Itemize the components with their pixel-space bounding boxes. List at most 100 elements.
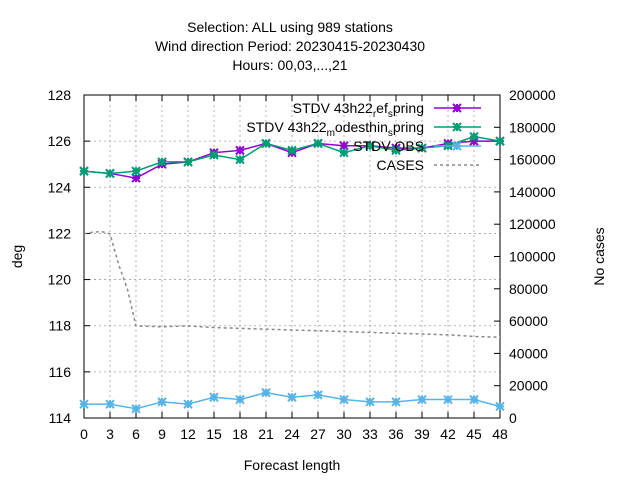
legend-swatch-marker (452, 122, 462, 132)
data-point-1 (79, 166, 89, 176)
y2-tick-label: 0 (509, 410, 517, 426)
data-point-2 (183, 399, 193, 409)
x-axis-ticks: 0 3 6 9 12 15 18 21 24 27 30 33 36 39 42 45 48 (80, 95, 508, 442)
data-point-1 (131, 166, 141, 176)
data-point-1 (313, 138, 323, 149)
y-tick-label: 116 (49, 364, 72, 380)
data-point-1 (209, 150, 219, 160)
legend-label-part: STDV 43h22 (246, 119, 326, 135)
data-point-1 (417, 143, 427, 153)
x-tick-label: 36 (388, 426, 404, 442)
legend-label-part: odesthin (335, 119, 388, 135)
y2-tick-label: 80000 (509, 281, 548, 297)
data-point-0 (131, 173, 141, 183)
y-tick-label: 124 (48, 179, 72, 195)
data-point-2 (313, 390, 323, 400)
legend-label: STDV 43h22refspring (293, 100, 424, 120)
legend-label: STDV OBS (353, 138, 424, 154)
data-point-1 (495, 136, 505, 146)
data-point-1 (261, 138, 271, 149)
x-tick-label: 48 (492, 426, 508, 442)
data-point-2 (261, 387, 271, 398)
x-tick-label: 12 (180, 426, 196, 442)
x-tick-label: 33 (362, 426, 378, 442)
y2-tick-label: 140000 (509, 184, 556, 200)
y2-tick-label: 60000 (509, 313, 548, 329)
legend-label-part: pring (393, 100, 424, 116)
x-tick-label: 24 (284, 426, 300, 442)
legend-label-part: STDV OBS (353, 138, 424, 154)
y2-axis-label: No cases (591, 227, 607, 285)
legend-label: STDV 43h22modesthinspring (246, 119, 424, 139)
legend-label-part: m (327, 128, 335, 139)
data-point-2 (235, 394, 245, 405)
y-axis-label: deg (9, 245, 25, 268)
data-point-1 (469, 131, 479, 142)
data-point-2 (495, 401, 505, 412)
y-tick-label: 128 (48, 87, 72, 103)
legend-label-part: CASES (377, 157, 424, 173)
legend-label-part: ef (376, 100, 388, 116)
y-axis-ticks: 114 116 118 120 122 124 126 128 (48, 87, 90, 426)
data-point-2 (209, 392, 219, 402)
data-point-1 (105, 168, 115, 179)
legend-label-part: STDV 43h22 (293, 100, 373, 116)
y2-tick-label: 180000 (509, 119, 556, 135)
y-tick-label: 126 (48, 133, 72, 149)
series-layer (79, 131, 505, 414)
y-tick-label: 122 (48, 225, 72, 241)
data-point-2 (157, 397, 167, 407)
x-tick-label: 45 (466, 426, 482, 442)
data-point-1 (365, 141, 375, 151)
y2-tick-label: 200000 (509, 87, 556, 103)
legend-swatch-marker (452, 141, 462, 151)
y2-tick-label: 20000 (509, 378, 548, 394)
series-line-3 (83, 230, 501, 338)
data-point-2 (391, 397, 401, 407)
y-tick-label: 118 (49, 318, 72, 334)
data-point-2 (287, 392, 297, 402)
x-tick-label: 0 (80, 426, 88, 442)
y2-tick-label: 100000 (509, 249, 556, 265)
data-point-2 (339, 394, 349, 405)
x-axis-label: Forecast length (244, 457, 341, 473)
legend-swatch-marker (452, 103, 462, 113)
x-tick-label: 15 (206, 426, 222, 442)
data-point-2 (105, 399, 115, 409)
data-point-2 (469, 394, 479, 405)
legend-label-part: r (373, 109, 377, 120)
title-line: Selection: ALL using 989 stations (187, 19, 393, 35)
data-point-0 (235, 145, 245, 156)
y-tick-label: 120 (48, 272, 72, 288)
data-point-1 (391, 145, 401, 156)
x-tick-label: 30 (336, 426, 352, 442)
x-tick-label: 3 (106, 426, 114, 442)
x-tick-label: 39 (414, 426, 430, 442)
data-point-2 (79, 399, 89, 409)
data-point-2 (417, 394, 427, 405)
legend-label: CASES (377, 157, 424, 173)
data-point-1 (183, 157, 193, 167)
data-point-2 (131, 404, 141, 414)
x-tick-label: 21 (258, 426, 274, 442)
x-tick-label: 6 (132, 426, 140, 442)
legend-label-part: s (388, 109, 393, 120)
x-tick-label: 42 (440, 426, 456, 442)
y2-tick-label: 120000 (509, 216, 556, 232)
grid-lines (84, 95, 500, 418)
y2-axis-ticks: 0 20000 40000 60000 80000 100000 120000 140000 1… (494, 87, 556, 426)
title-line: Wind direction Period: 20230415-20230430 (155, 38, 425, 54)
data-point-2 (365, 397, 375, 407)
data-point-0 (339, 141, 349, 151)
data-point-1 (287, 145, 297, 156)
data-point-1 (157, 157, 167, 167)
data-point-1 (339, 147, 349, 158)
x-tick-label: 9 (158, 426, 166, 442)
x-tick-label: 27 (310, 426, 326, 442)
y2-tick-label: 160000 (509, 152, 556, 168)
title-line: Hours: 00,03,...,21 (232, 57, 347, 73)
y2-tick-label: 40000 (509, 345, 548, 361)
legend-label-part: s (388, 128, 393, 139)
